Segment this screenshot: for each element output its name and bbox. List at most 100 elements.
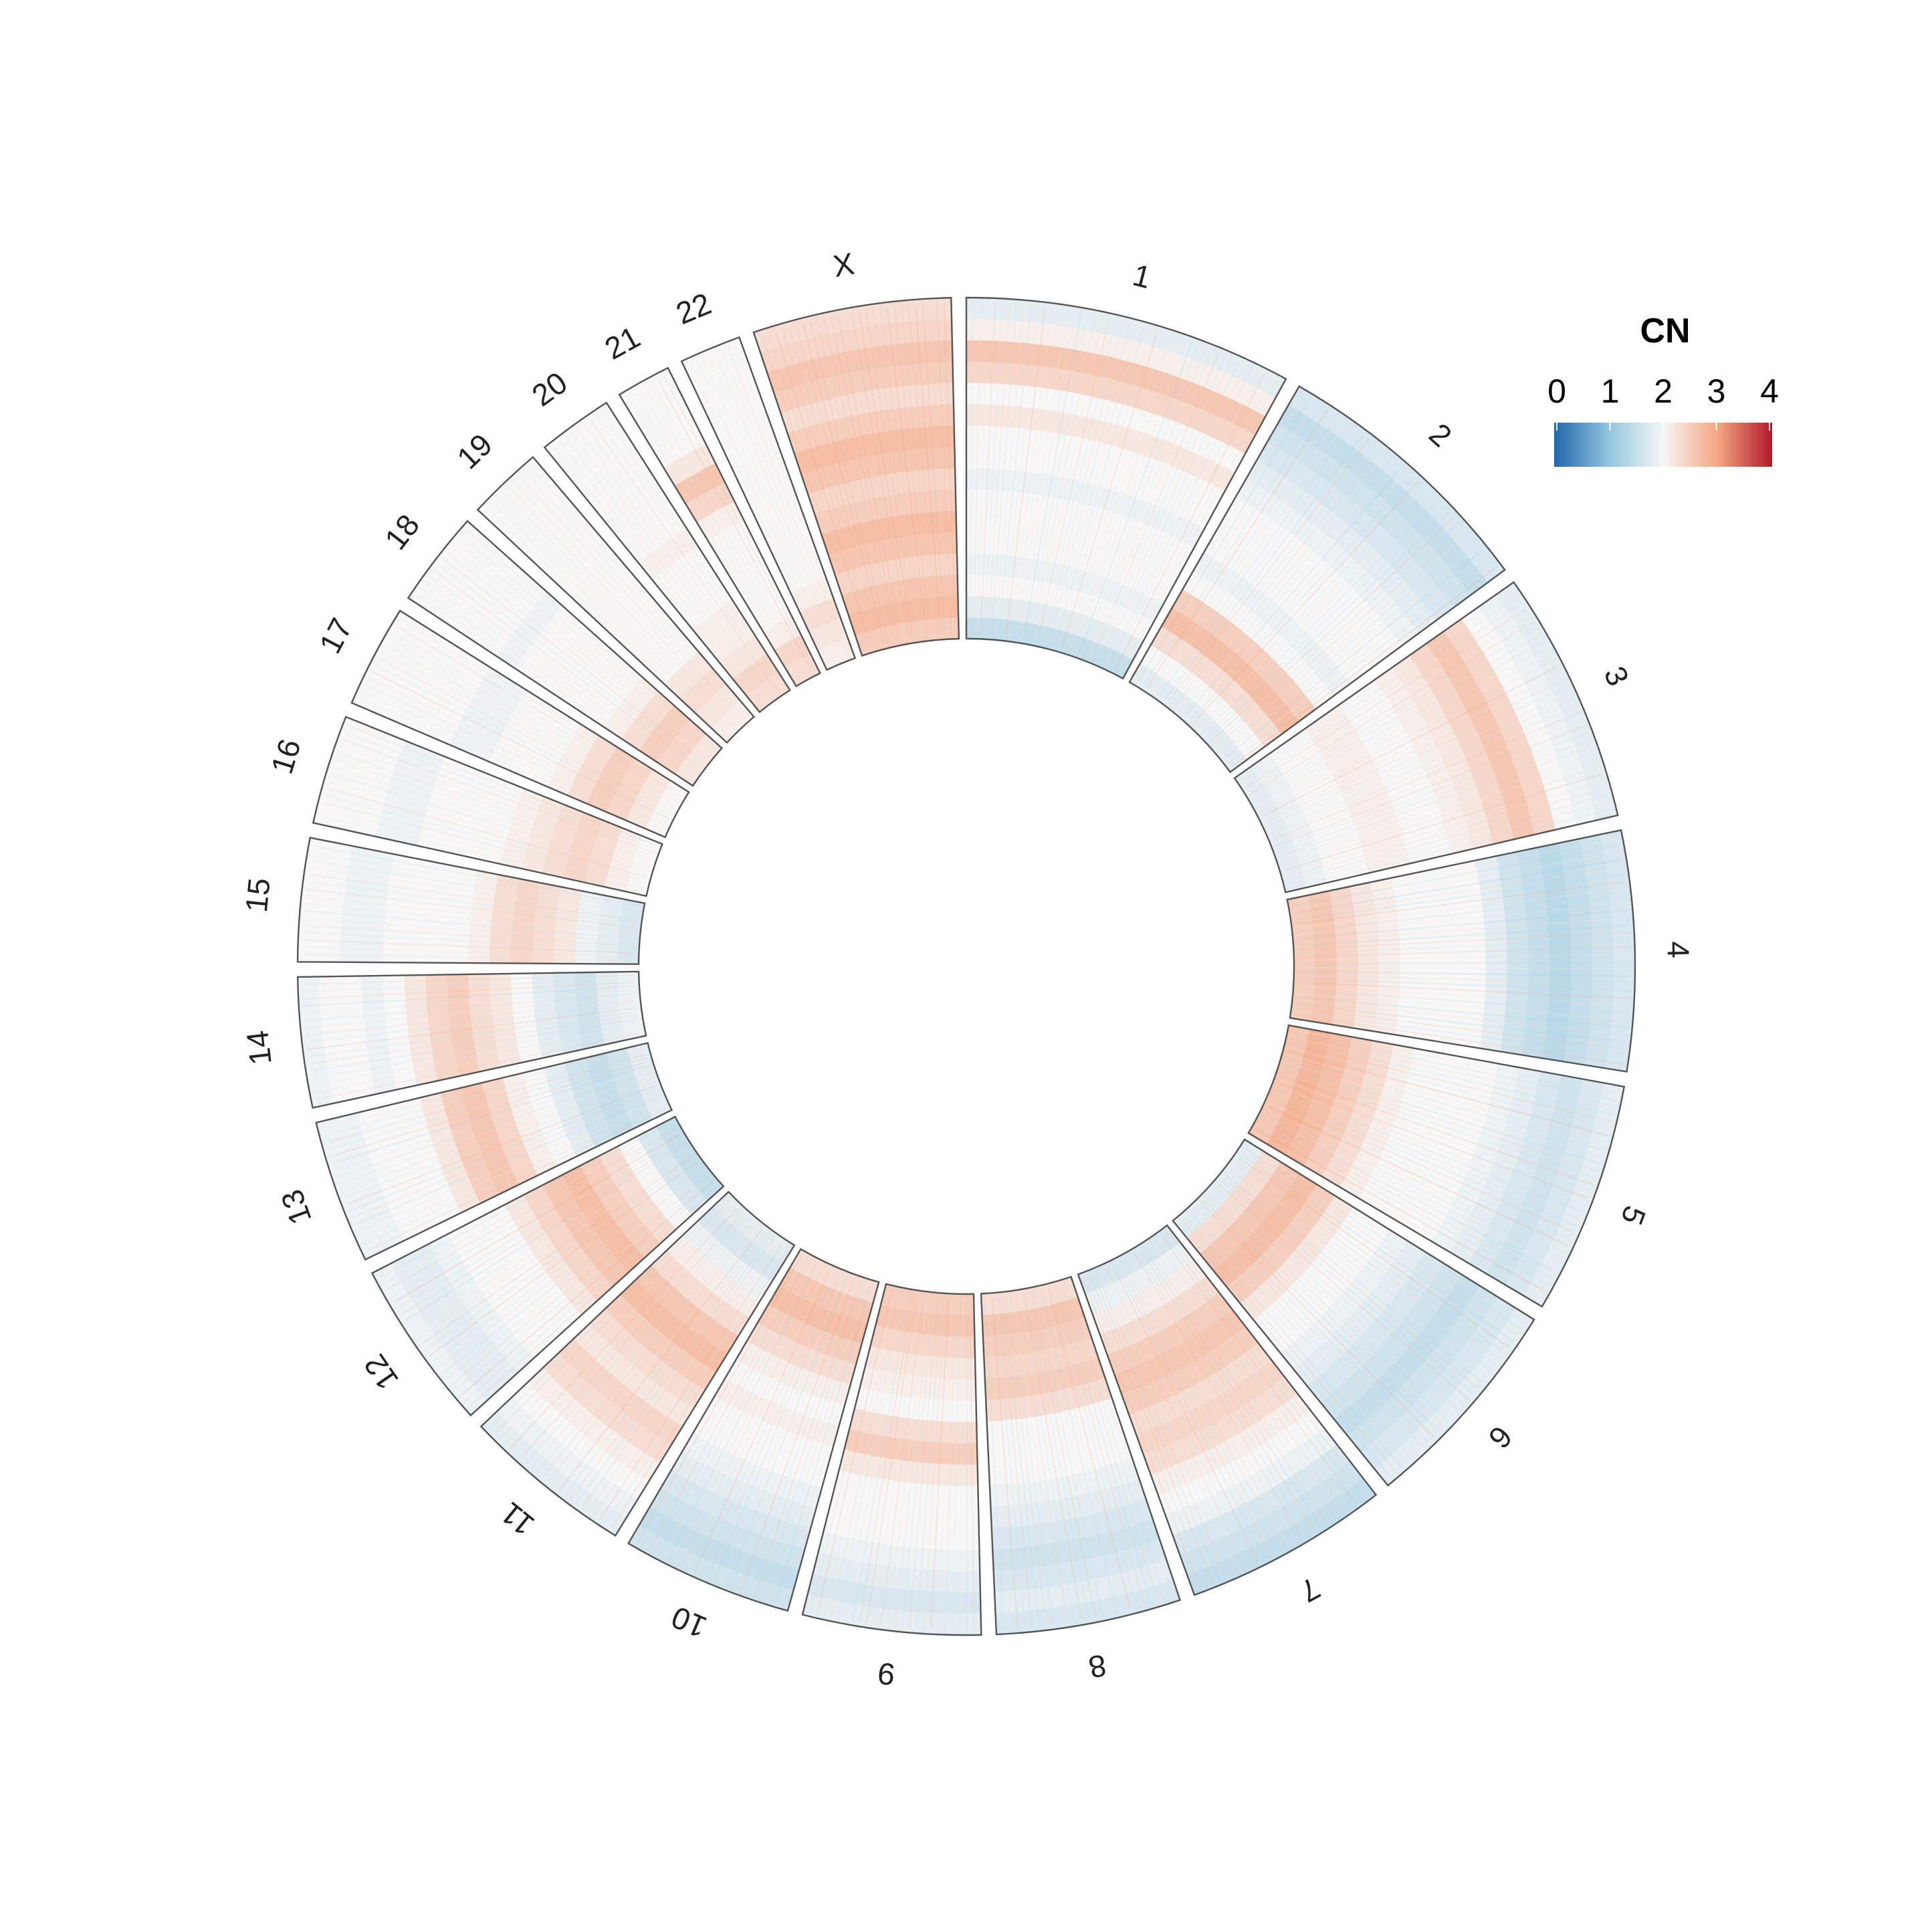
cn-texture-line — [332, 1064, 649, 1164]
cn-cell — [992, 1519, 1160, 1571]
cn-texture-line — [893, 306, 931, 636]
cn-cell — [828, 532, 957, 575]
cn-texture-line — [303, 939, 634, 954]
sector-border — [1077, 1224, 1378, 1596]
cn-texture-line — [1051, 325, 1138, 645]
cn-texture-line — [1041, 1290, 1117, 1613]
cn-texture-line — [998, 306, 1032, 635]
cn-texture-line — [304, 932, 634, 950]
cn-cell — [611, 492, 675, 547]
sector-border — [627, 1248, 880, 1612]
cn-cell — [351, 610, 419, 712]
cn-cell — [568, 648, 627, 716]
cn-texture-line — [1252, 627, 1537, 797]
cn-cell — [1252, 753, 1327, 888]
cn-texture-line — [1297, 996, 1627, 1029]
cn-texture-line — [1198, 490, 1430, 728]
cn-cell — [357, 1107, 423, 1241]
cn-cell — [700, 377, 761, 419]
cn-texture-line — [1245, 603, 1522, 785]
cn-texture-line — [314, 845, 639, 907]
chr-label-17: 17 — [312, 613, 359, 659]
cn-texture-line — [1299, 970, 1630, 977]
sector-chr-14 — [296, 970, 647, 1109]
cn-cell — [1285, 1033, 1352, 1166]
cn-texture-line — [727, 1277, 847, 1586]
cn-texture-line — [649, 1259, 809, 1550]
cn-cell — [1433, 865, 1465, 1045]
cn-cell — [995, 1580, 1180, 1635]
cn-cell — [1226, 1184, 1335, 1304]
cn-texture-line — [1146, 1245, 1327, 1524]
cn-texture-line — [393, 631, 679, 800]
cn-texture-line — [1236, 1160, 1506, 1354]
cn-texture-line — [1012, 1295, 1061, 1624]
cn-cell — [760, 318, 952, 373]
cn-texture-line — [323, 802, 644, 885]
cn-texture-line — [714, 352, 841, 659]
cn-texture-line — [865, 310, 917, 637]
cn-texture-line — [378, 657, 672, 813]
cn-texture-line — [1283, 766, 1600, 867]
cn-texture-line — [446, 1172, 706, 1380]
sector-border — [980, 1275, 1182, 1636]
cn-cell — [489, 973, 522, 1067]
sector-chr-8 — [980, 1275, 1182, 1636]
cn-texture-line — [859, 1295, 914, 1622]
cn-cell — [982, 1317, 1092, 1358]
cn-texture-line — [425, 1158, 695, 1351]
cn-cell — [618, 1136, 692, 1230]
cn-texture-line — [455, 1178, 711, 1391]
cn-cell — [340, 845, 373, 962]
cn-texture-line — [420, 588, 693, 778]
cn-texture-line — [984, 304, 1003, 634]
cn-texture-line — [306, 903, 635, 936]
cn-texture-line — [1276, 725, 1586, 847]
cn-cell — [467, 870, 499, 964]
cn-cell — [574, 891, 603, 964]
cn-texture-line — [330, 1061, 648, 1157]
cn-texture-line — [1027, 1293, 1089, 1619]
cn-cell — [1450, 1067, 1541, 1264]
cn-texture-line — [1275, 718, 1583, 843]
cn-cell — [449, 667, 509, 754]
chr-label-22: 22 — [671, 286, 716, 331]
cn-cell — [752, 596, 792, 632]
cn-texture-line — [494, 1200, 730, 1434]
cn-texture-line — [1247, 609, 1526, 788]
cn-cell — [566, 735, 617, 804]
cn-cell — [1444, 619, 1556, 835]
cn-cell — [371, 1263, 487, 1416]
cn-cell — [532, 620, 595, 692]
cn-texture-line — [1258, 646, 1548, 807]
cn-cell — [1339, 692, 1432, 864]
cn-texture-line — [324, 1050, 645, 1136]
cn-cell — [1213, 1173, 1317, 1287]
cn-cell — [835, 553, 958, 595]
sector-chr-10 — [627, 1248, 880, 1612]
cn-texture-line — [1229, 1169, 1493, 1372]
cn-texture-line — [442, 558, 704, 762]
cn-cell — [675, 734, 722, 786]
cn-texture-line — [303, 946, 634, 958]
cn-texture-line — [1072, 337, 1179, 651]
cn-texture-line — [413, 1150, 689, 1333]
cn-cell — [1140, 645, 1265, 760]
cn-texture-line — [553, 446, 760, 706]
cn-texture-line — [1178, 1222, 1391, 1477]
cn-texture-line — [873, 1296, 921, 1624]
chr-label-2: 2 — [1422, 416, 1459, 453]
cn-texture-line — [1269, 691, 1572, 830]
cn-cell — [574, 972, 605, 1050]
cn-cell — [316, 1117, 385, 1260]
legend-tick-label: 1 — [1601, 372, 1620, 410]
cn-texture-line — [576, 1235, 772, 1504]
cn-cell — [1287, 895, 1316, 1022]
cn-cell — [1267, 1218, 1390, 1354]
cn-texture-line — [425, 582, 695, 774]
cn-texture-line — [309, 873, 637, 922]
cn-cell — [403, 974, 438, 1085]
cn-cell — [1487, 1075, 1583, 1285]
cn-cell — [1269, 741, 1348, 883]
cn-texture-line — [456, 540, 712, 754]
